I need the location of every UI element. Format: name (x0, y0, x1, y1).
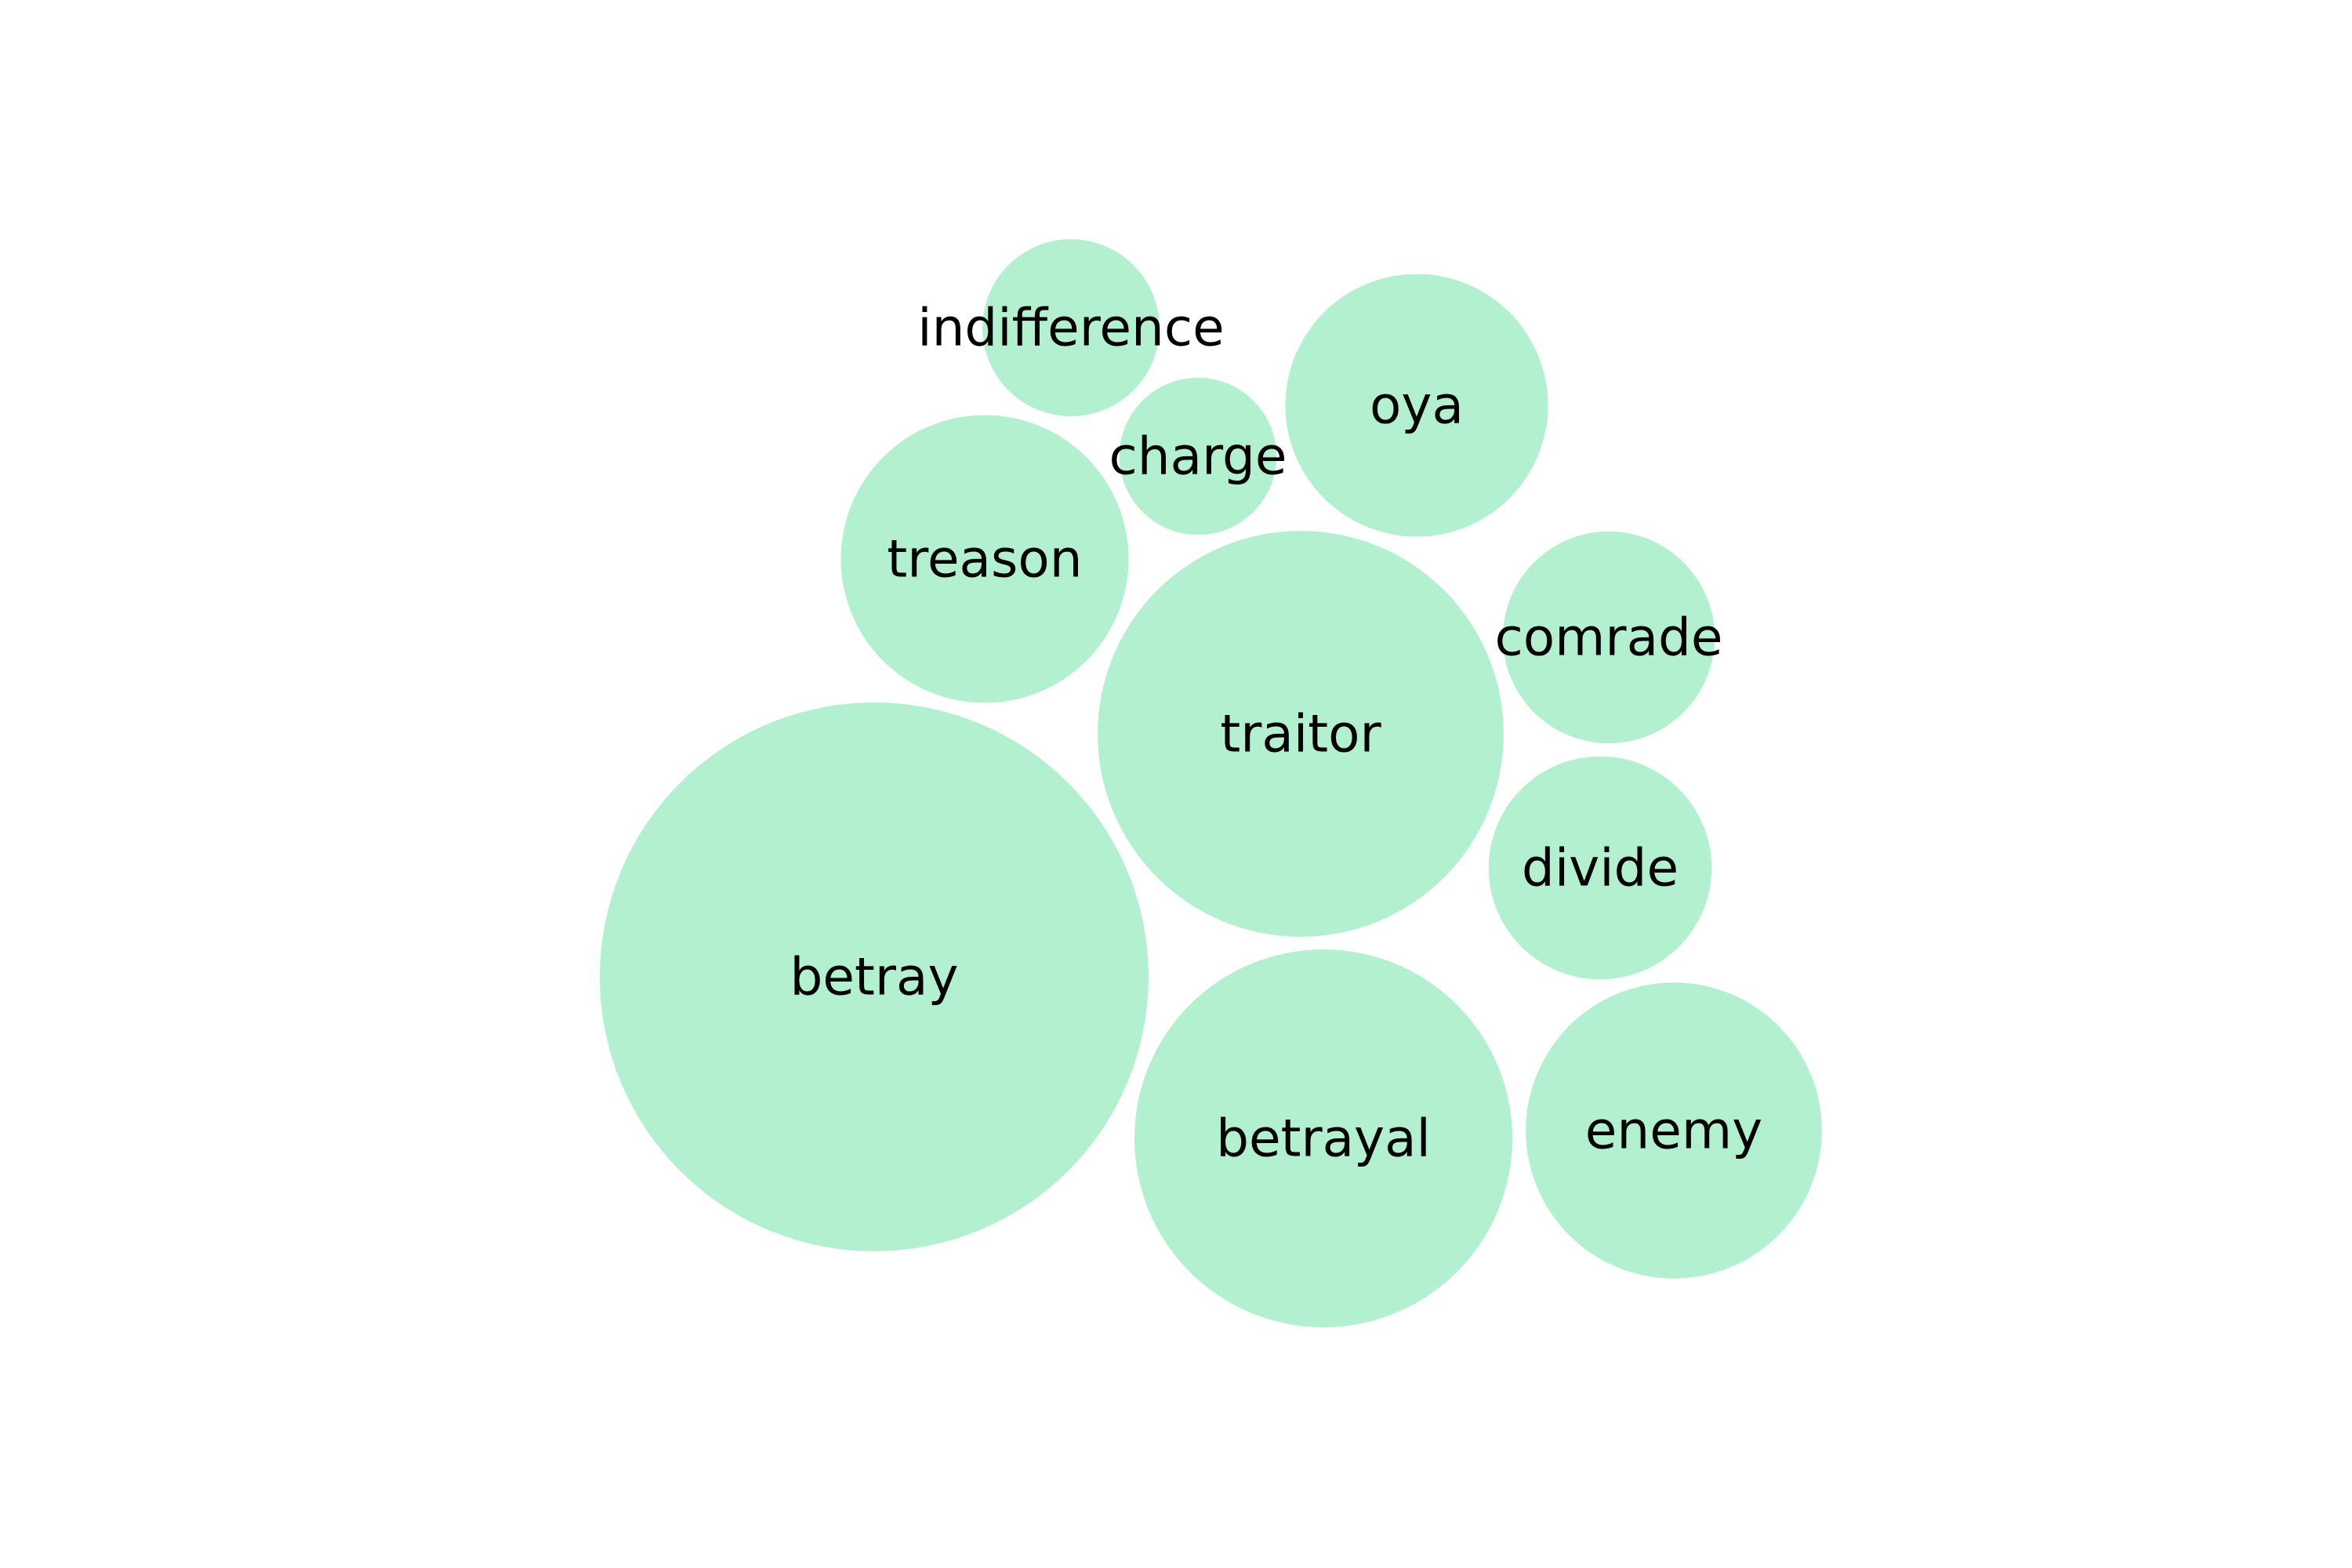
bubble-betray (600, 702, 1149, 1251)
bubble-betrayal (1134, 949, 1512, 1327)
bubble-comrade (1502, 531, 1715, 744)
bubble-label-enemy: enemy (1585, 1101, 1762, 1161)
bubble-label-betrayal: betrayal (1216, 1109, 1431, 1169)
bubble-label-indifference: indifference (917, 298, 1225, 358)
bubble-label-comrade: comrade (1494, 608, 1722, 668)
bubble-label-divide: divide (1522, 838, 1679, 898)
bubble-oya (1285, 274, 1548, 537)
bubble-label-traitor: traitor (1220, 704, 1381, 764)
bubble-indifference (982, 239, 1160, 416)
bubble-label-charge: charge (1109, 426, 1287, 487)
bubble-treason (840, 415, 1129, 703)
bubbles-group: betray traitor betrayal treason enemy oya divi… (600, 239, 1822, 1327)
bubble-label-betray: betray (789, 947, 958, 1007)
bubble-traitor (1098, 531, 1504, 937)
bubble-divide (1488, 756, 1712, 980)
bubble-enemy (1526, 982, 1822, 1279)
bubble-charge (1119, 377, 1277, 535)
bubble-label-oya: oya (1370, 376, 1464, 436)
bubble-label-treason: treason (887, 529, 1082, 590)
